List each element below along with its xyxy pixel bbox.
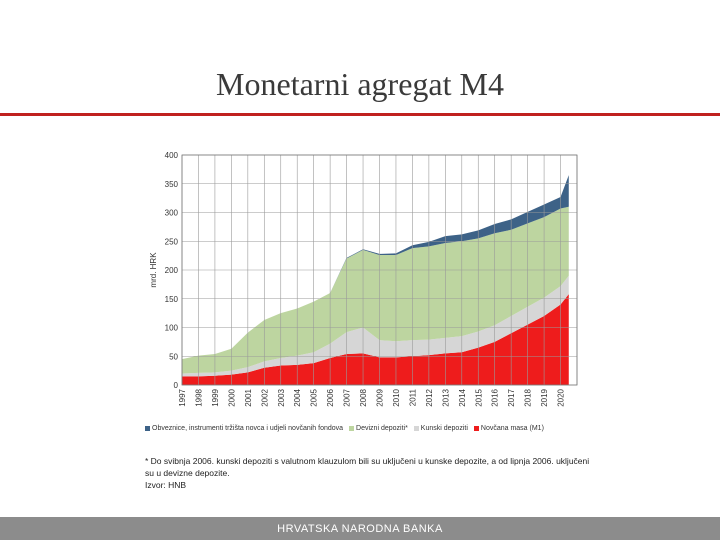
footer-bank-name: HRVATSKA NARODNA BANKA <box>277 522 443 535</box>
footnote: * Do svibnja 2006. kunski depoziti s val… <box>145 455 595 491</box>
x-tick-label: 2008 <box>359 388 368 406</box>
chart-legend: Obveznice, instrumenti tržišta novca i u… <box>145 425 605 432</box>
plot-frame <box>181 154 578 386</box>
legend-item-novcana: Novčana masa (M1) <box>473 425 544 432</box>
y-tick-label: 250 <box>165 237 179 246</box>
footer-bar: HRVATSKA NARODNA BANKA <box>0 517 720 540</box>
y-tick-label: 350 <box>165 180 179 189</box>
legend-swatch-devizni <box>349 426 355 431</box>
legend-label-novcana: Novčana masa (M1) <box>480 425 544 432</box>
legend-label-obveznice: Obveznice, instrumenti tržišta novca i u… <box>152 425 344 432</box>
x-tick-label: 2003 <box>277 388 286 406</box>
m4-stacked-area-chart: 0 50 100 150 200 250 300 350 400 1997 1998 1999 2000… <box>149 151 578 407</box>
legend-swatch-kunski <box>413 426 419 431</box>
legend-swatch-novcana <box>473 426 479 431</box>
x-tick-label: 1997 <box>178 388 187 406</box>
y-axis-label: mrd. HRK <box>149 252 158 288</box>
y-tick-label: 400 <box>165 151 179 160</box>
y-tick-label: 150 <box>165 295 179 304</box>
y-tick-label: 300 <box>165 209 179 218</box>
x-tick-label: 2000 <box>227 388 236 406</box>
legend-item-devizni: Devizni depoziti* <box>349 425 408 432</box>
legend-label-kunski: Kunski depoziti <box>420 425 468 432</box>
x-tick-label: 2001 <box>244 388 253 406</box>
x-tick-label: 2019 <box>540 388 549 406</box>
legend-item-kunski: Kunski depoziti <box>413 425 468 432</box>
slide-title: Monetarni agregat M4 <box>216 66 504 102</box>
title-rule <box>0 113 720 116</box>
x-tick-label: 2004 <box>293 388 302 406</box>
x-tick-label: 2009 <box>376 388 385 406</box>
x-tick-label: 1998 <box>194 388 203 406</box>
area-novcana-masa <box>182 294 569 385</box>
source-text: Izvor: HNB <box>145 480 187 490</box>
x-tick-label: 2015 <box>474 388 483 406</box>
x-tick-label: 2005 <box>310 388 319 406</box>
x-tick-label: 2018 <box>524 388 533 406</box>
x-tick-label: 2014 <box>458 388 467 406</box>
x-tick-label: 2011 <box>408 388 417 406</box>
x-tick-label: 1999 <box>211 388 220 406</box>
x-tick-label: 2020 <box>557 388 566 406</box>
legend-item-obveznice: Obveznice, instrumenti tržišta novca i u… <box>145 425 343 432</box>
y-tick-label: 0 <box>174 381 179 390</box>
y-tick-label: 200 <box>165 266 179 275</box>
area-devizni-depoziti <box>182 206 569 374</box>
x-tick-label: 2007 <box>343 388 352 406</box>
x-tick-label: 2013 <box>441 388 450 406</box>
footnote-text: * Do svibnja 2006. kunski depoziti s val… <box>145 456 590 478</box>
legend-swatch-obveznice <box>145 426 150 431</box>
x-tick-label: 2017 <box>507 388 516 406</box>
x-tick-label: 2010 <box>392 388 401 406</box>
legend-label-devizni: Devizni depoziti* <box>356 425 408 432</box>
y-tick-label: 100 <box>165 324 179 333</box>
x-tick-label: 2002 <box>260 388 269 406</box>
y-tick-label: 50 <box>169 352 178 361</box>
x-tick-label: 2006 <box>326 388 335 406</box>
x-tick-label: 2016 <box>491 388 500 406</box>
x-tick-label: 2012 <box>425 388 434 406</box>
